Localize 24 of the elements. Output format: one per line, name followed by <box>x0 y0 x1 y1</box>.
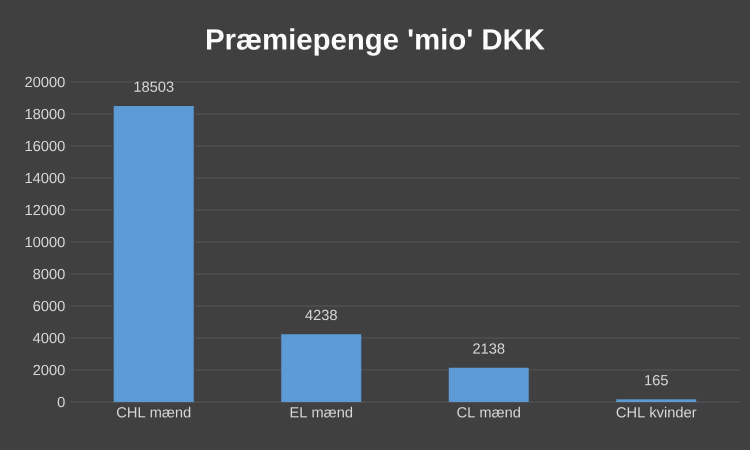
y-tick-label: 2000 <box>33 364 65 376</box>
y-tick-label: 14000 <box>26 172 65 184</box>
data-label: 2138 <box>473 343 504 354</box>
y-tick-label: 10000 <box>26 236 65 248</box>
x-tick-label: CHL kvinder <box>616 406 696 418</box>
y-tick-label: 18000 <box>26 108 65 120</box>
chart-title: Præmiepenge 'mio' DKK <box>207 28 545 56</box>
y-tick-label: 8000 <box>33 268 65 280</box>
x-tick-label: CHL mænd <box>117 406 190 418</box>
bar <box>114 106 194 402</box>
y-tick-label: 20000 <box>25 76 65 88</box>
bar <box>281 334 362 402</box>
bar <box>448 368 529 402</box>
y-tick-label: 16000 <box>26 140 65 152</box>
y-tick-label: 0 <box>58 396 65 408</box>
x-tick-label: CL mænd <box>457 406 520 418</box>
bar <box>616 399 696 402</box>
y-tick-label: 6000 <box>33 300 65 312</box>
data-label: 165 <box>645 374 668 386</box>
x-tick-label: EL mænd <box>290 406 352 418</box>
y-tick-label: 12000 <box>26 204 65 216</box>
data-label: 18503 <box>134 82 174 92</box>
data-label: 4238 <box>305 310 337 320</box>
y-tick-label: 4000 <box>32 332 65 344</box>
